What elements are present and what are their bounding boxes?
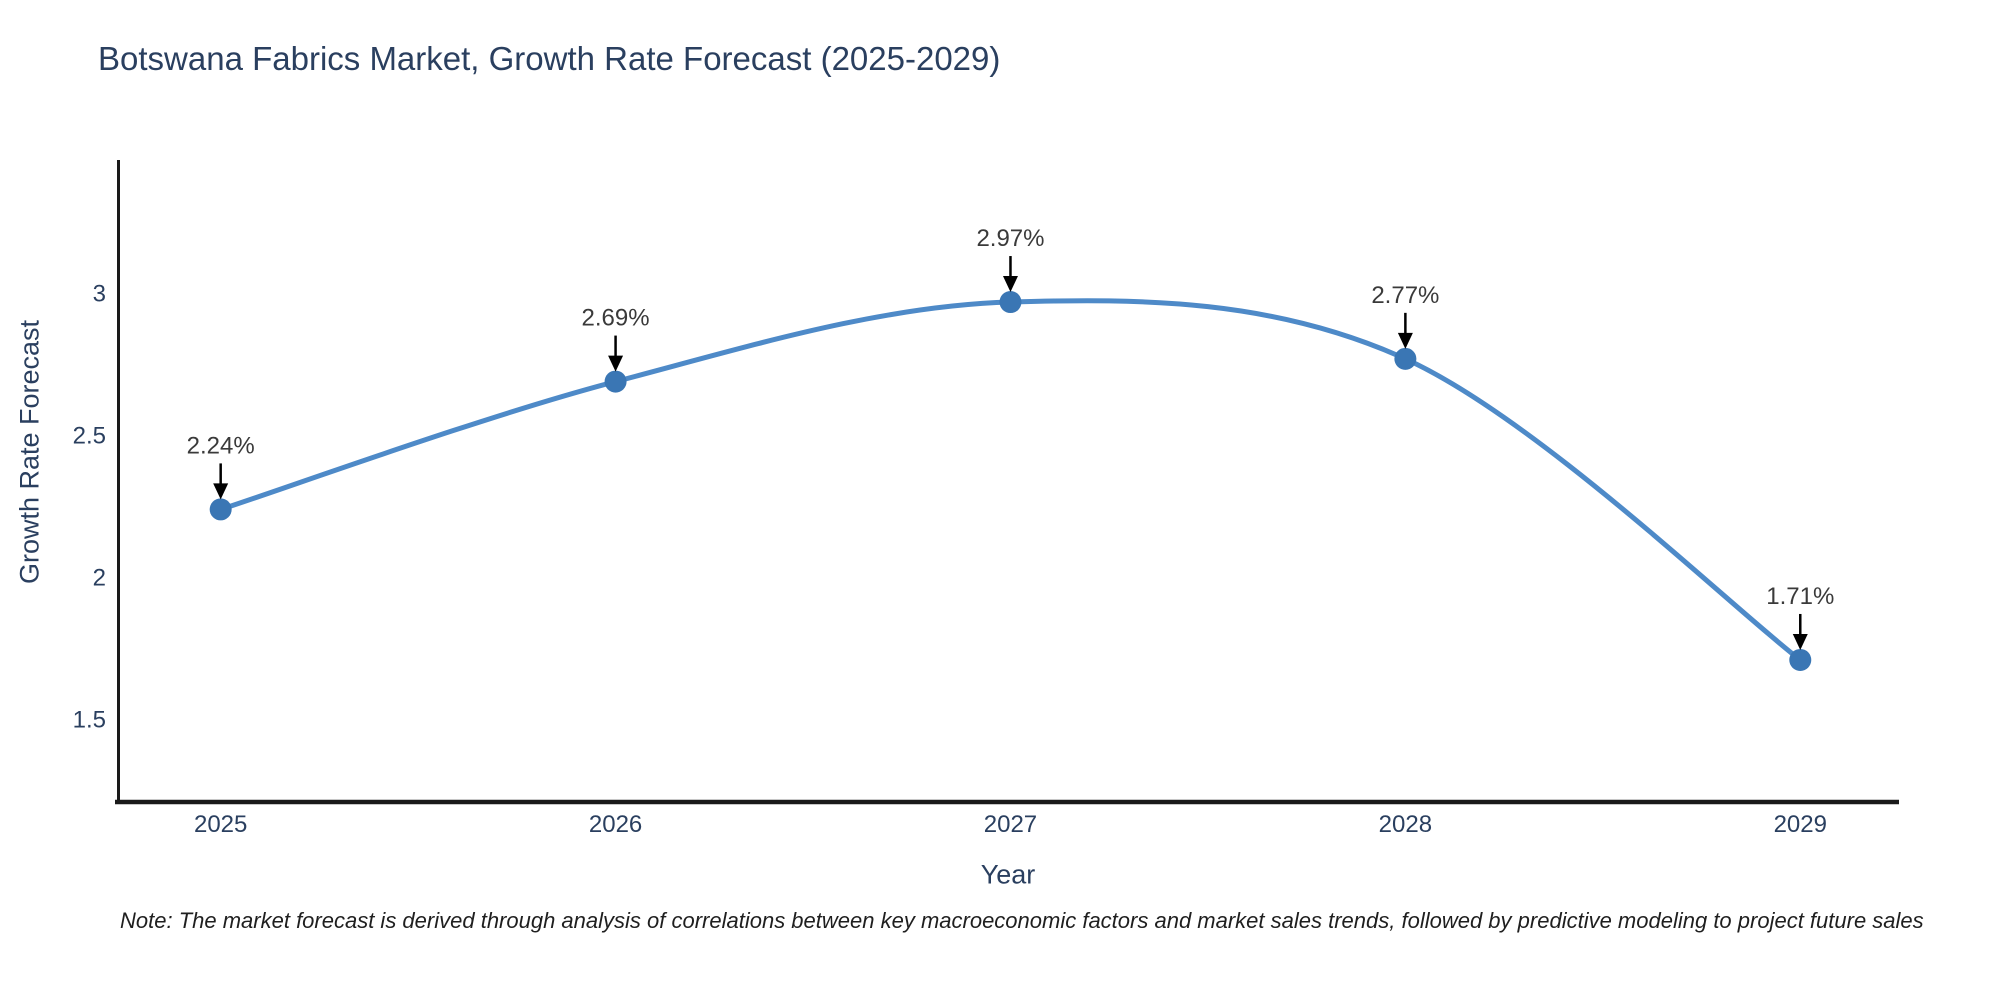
data-point-label: 2.77% — [1371, 282, 1439, 309]
y-tick-label: 2.5 — [73, 423, 106, 450]
data-point-label: 2.69% — [582, 305, 650, 332]
series-line — [218, 298, 1803, 663]
y-tick-label: 1.5 — [73, 707, 106, 734]
data-point-label: 2.24% — [187, 432, 255, 459]
x-tick-label: 2027 — [984, 811, 1037, 838]
x-tick-label: 2025 — [194, 811, 247, 838]
annotation-arrow-head — [1397, 332, 1413, 349]
data-point — [999, 291, 1022, 314]
x-tick-label: 2029 — [1774, 811, 1827, 838]
y-axis-title: Growth Rate Forecast — [14, 319, 45, 585]
y-tick-label: 3 — [93, 281, 106, 308]
x-axis-title: Year — [980, 859, 1036, 890]
footnote: Note: The market forecast is derived thr… — [120, 908, 1924, 933]
annotation-arrow-head — [1002, 276, 1018, 293]
chart-title: Botswana Fabrics Market, Growth Rate For… — [98, 40, 1001, 77]
data-point-label: 1.71% — [1766, 583, 1834, 610]
data-point — [209, 498, 232, 521]
data-point — [1789, 648, 1812, 671]
data-point — [604, 370, 627, 393]
annotation-arrow-head — [1792, 633, 1808, 650]
y-tick-label: 2 — [93, 565, 106, 592]
annotation-arrow-head — [608, 355, 624, 372]
data-point — [1394, 347, 1417, 370]
annotation-arrow-head — [213, 483, 229, 500]
x-tick-label: 2028 — [1379, 811, 1432, 838]
x-tick-label: 2026 — [589, 811, 642, 838]
data-point-label: 2.97% — [976, 225, 1044, 252]
